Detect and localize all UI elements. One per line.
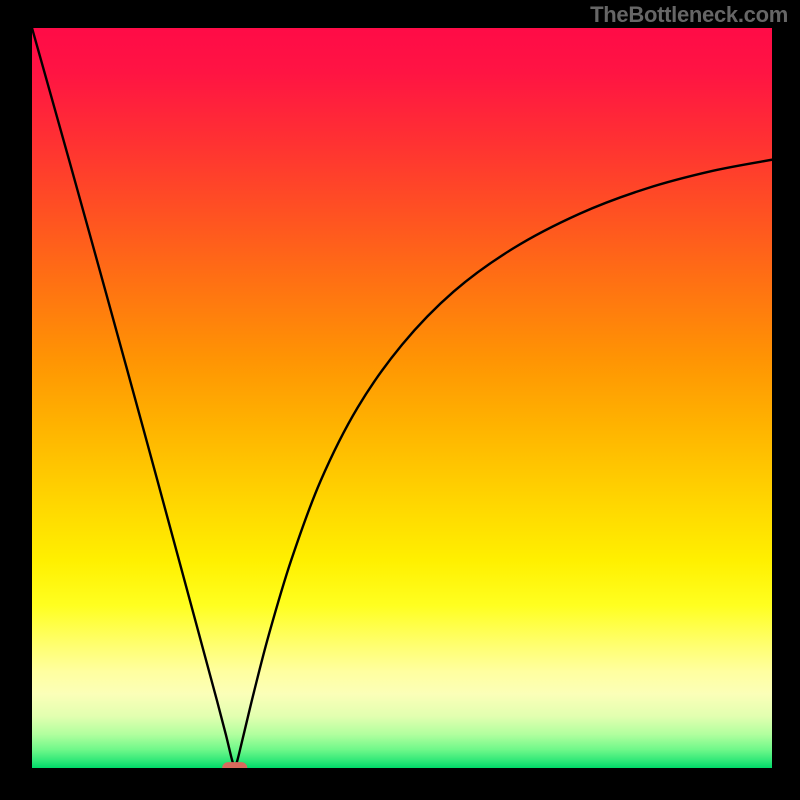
watermark-label: TheBottleneck.com (590, 2, 788, 28)
chart-container: TheBottleneck.com (0, 0, 800, 800)
curve-right-branch (235, 160, 772, 768)
plot-area (32, 28, 772, 768)
curve-layer (32, 28, 772, 768)
minimum-marker (222, 762, 247, 768)
curve-left-branch (32, 28, 235, 768)
